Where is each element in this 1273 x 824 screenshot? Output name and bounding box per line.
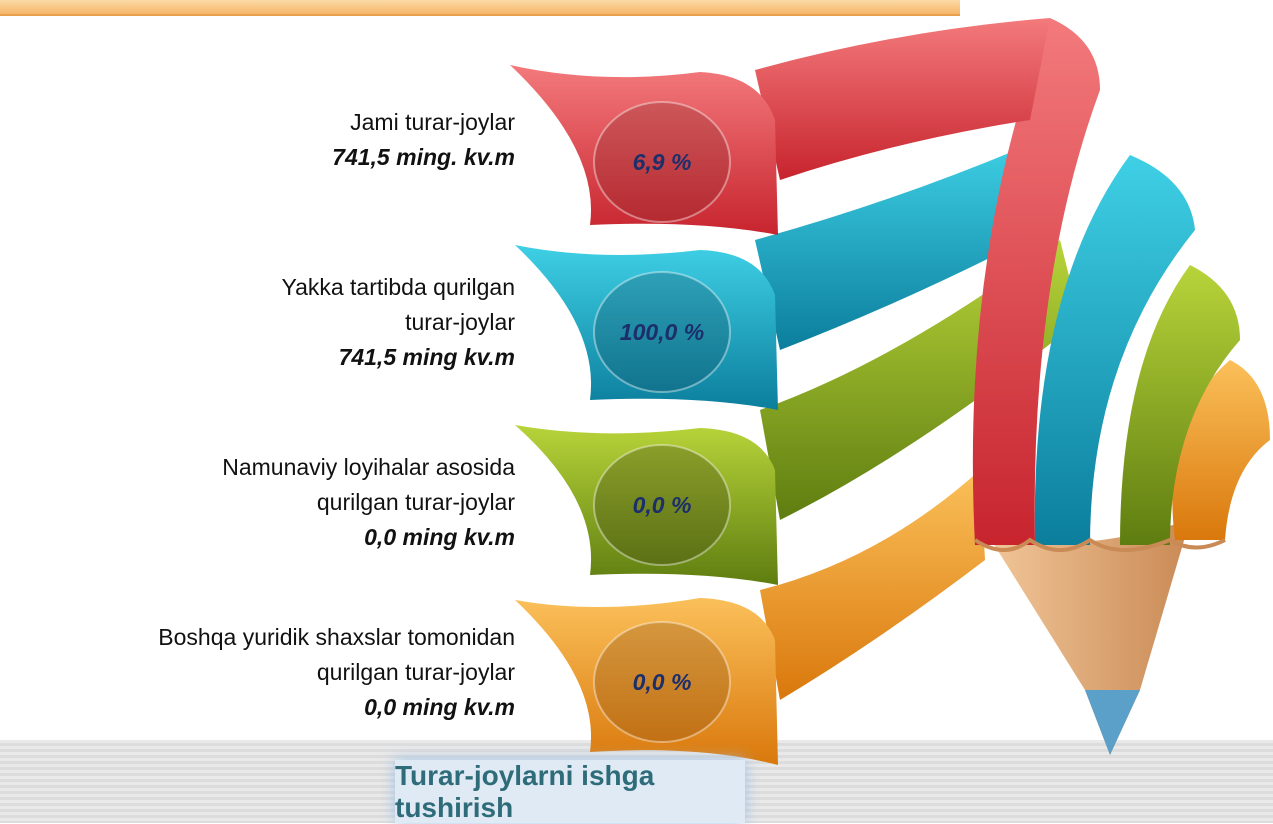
label-line: Boshqa yuridik shaxslar tomonidan — [158, 624, 515, 650]
circle — [593, 101, 731, 223]
pencil-edge — [973, 537, 1226, 552]
ribbon — [760, 470, 985, 700]
item-label: Yakka tartibda qurilgan turar-joylar 741,5… — [281, 270, 515, 375]
amount: 741,5 ming. kv.m — [332, 144, 515, 170]
ribbon — [515, 598, 778, 765]
percent: 0,0 % — [632, 669, 692, 695]
percent: 6,9 % — [632, 149, 692, 175]
label-line: qurilgan turar-joylar — [316, 659, 515, 685]
amount: 741,5 ming kv.m — [338, 344, 515, 370]
item-label: Boshqa yuridik shaxslar tomonidan qurilga… — [158, 620, 515, 725]
ribbon — [515, 245, 778, 410]
circle — [593, 444, 731, 566]
ribbon — [755, 18, 1050, 180]
circle — [593, 271, 731, 393]
ribbon — [510, 65, 778, 235]
item-label: Jami turar-joylar 741,5 ming. kv.m — [332, 105, 515, 175]
pencil-wood — [985, 520, 1190, 755]
footer-title: Turar-joylarni ishga tushirish — [395, 760, 745, 823]
ribbon — [1034, 155, 1195, 545]
label-line: Namunaviy loyihalar asosida — [222, 454, 515, 480]
amount: 0,0 ming kv.m — [364, 524, 515, 550]
label-line: Yakka tartibda qurilgan — [281, 274, 515, 300]
ribbon — [755, 140, 1045, 350]
pencil-tip — [1085, 690, 1140, 755]
label-line: Jami turar-joylar — [350, 109, 515, 135]
amount: 0,0 ming kv.m — [364, 694, 515, 720]
percent: 0,0 % — [632, 492, 692, 518]
top-bar — [0, 0, 960, 16]
ribbon — [972, 18, 1100, 545]
label-line: turar-joylar — [405, 309, 515, 335]
label-line: qurilgan turar-joylar — [316, 489, 515, 515]
item-label: Namunaviy loyihalar asosida qurilgan tura… — [222, 450, 515, 555]
ribbon — [1120, 265, 1240, 545]
percent: 100,0 % — [619, 319, 705, 345]
circle — [593, 621, 731, 743]
ribbon — [515, 425, 778, 585]
